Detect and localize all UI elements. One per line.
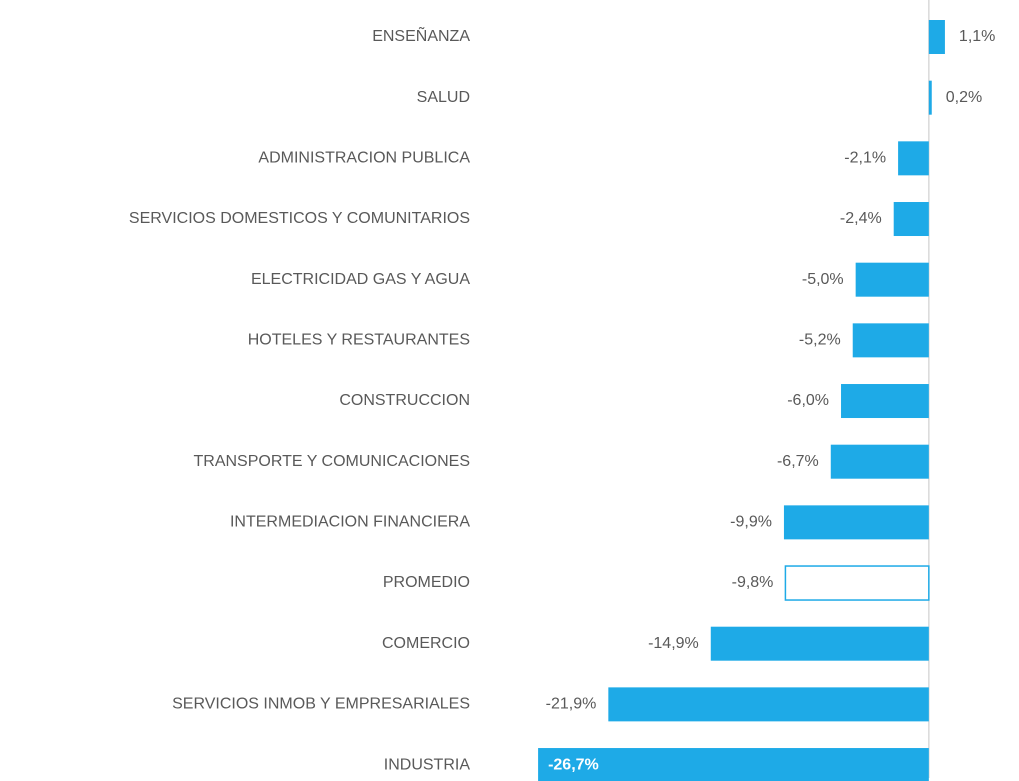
value-label: -6,7% — [777, 453, 819, 470]
bar — [538, 748, 929, 781]
category-label: INTERMEDIACION FINANCIERA — [230, 514, 470, 531]
category-label: PROMEDIO — [383, 574, 470, 591]
value-label: -2,1% — [844, 150, 886, 167]
value-label: -6,0% — [787, 392, 829, 409]
value-label: -9,8% — [732, 574, 774, 591]
bar — [855, 262, 929, 297]
bar — [928, 80, 932, 115]
category-label: TRANSPORTE Y COMUNICACIONES — [194, 453, 471, 470]
bar — [841, 384, 929, 419]
category-label: ELECTRICIDAD GAS Y AGUA — [251, 271, 470, 288]
category-label: SERVICIOS DOMESTICOS Y COMUNITARIOS — [129, 210, 470, 227]
category-label: COMERCIO — [382, 635, 470, 652]
category-label: CONSTRUCCION — [339, 392, 470, 409]
bar — [783, 505, 929, 540]
value-label: -5,2% — [799, 332, 841, 349]
value-label: -21,9% — [546, 696, 597, 713]
value-label: -14,9% — [648, 635, 699, 652]
bar — [784, 565, 930, 601]
value-label: -2,4% — [840, 210, 882, 227]
bar — [710, 626, 929, 661]
category-label: SALUD — [417, 89, 470, 106]
value-label: -26,7% — [548, 756, 599, 773]
category-label: INDUSTRIA — [384, 756, 471, 773]
bar — [898, 141, 929, 176]
value-label: -9,9% — [730, 514, 772, 531]
category-label: ADMINISTRACION PUBLICA — [258, 150, 470, 167]
bar — [608, 687, 929, 722]
category-label: ENSEÑANZA — [372, 25, 470, 45]
bar — [893, 202, 929, 237]
bar — [830, 444, 929, 479]
category-label: SERVICIOS INMOB Y EMPRESARIALES — [172, 696, 470, 713]
value-label: -5,0% — [802, 271, 844, 288]
bar — [928, 20, 945, 54]
bar — [852, 323, 929, 358]
category-label: HOTELES Y RESTAURANTES — [248, 332, 470, 349]
value-label: 0,2% — [946, 89, 982, 106]
value-label: 1,1% — [959, 28, 995, 45]
